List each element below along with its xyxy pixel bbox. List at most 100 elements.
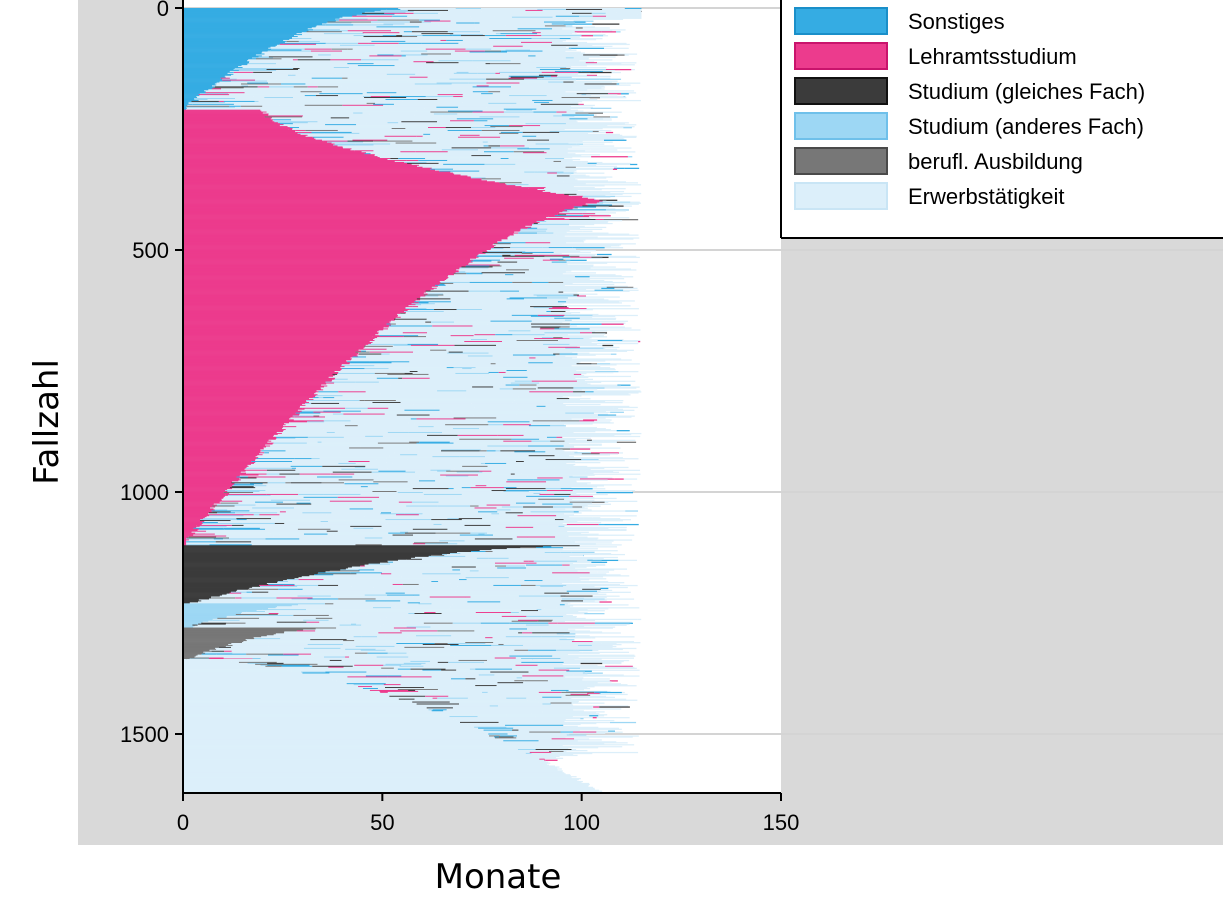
sequence-spell bbox=[183, 338, 375, 340]
sequence-spell bbox=[456, 11, 526, 14]
sequence-spell bbox=[417, 443, 540, 445]
sequence-spell bbox=[342, 77, 348, 79]
sequence-spell bbox=[241, 612, 425, 614]
sequence-spell bbox=[586, 429, 611, 431]
sequence-spell bbox=[183, 55, 262, 57]
sequence-spell bbox=[542, 703, 551, 705]
sequence-spell bbox=[420, 297, 510, 299]
sequence-spell bbox=[183, 574, 315, 576]
sequence-spell bbox=[548, 308, 587, 310]
sequence-spell bbox=[183, 730, 483, 732]
sequence-spell bbox=[615, 195, 632, 198]
sequence-spell bbox=[515, 461, 524, 463]
sequence-spell bbox=[183, 105, 187, 108]
sequence-spell bbox=[492, 534, 552, 536]
sequence-spell bbox=[502, 340, 639, 343]
sequence-spell bbox=[523, 434, 610, 437]
sequence-spell bbox=[534, 348, 618, 351]
sequence-spell bbox=[263, 447, 350, 449]
sequence-spell bbox=[183, 396, 316, 398]
sequence-spell bbox=[475, 678, 593, 680]
sequence-spell bbox=[554, 473, 641, 475]
sequence-spell bbox=[183, 666, 275, 668]
sequence-spell bbox=[576, 143, 584, 145]
sequence-spell bbox=[437, 688, 585, 691]
sequence-spell bbox=[440, 282, 454, 285]
sequence-spell bbox=[183, 440, 272, 442]
sequence-spell bbox=[306, 442, 378, 444]
x-axis-title: Monate bbox=[435, 857, 562, 897]
sequence-spell bbox=[396, 414, 430, 416]
sequence-spell bbox=[183, 499, 222, 502]
sequence-spell bbox=[356, 14, 367, 17]
sequence-spell bbox=[415, 471, 457, 473]
sequence-spell bbox=[183, 732, 484, 734]
sequence-spell bbox=[421, 53, 452, 55]
sequence-spell bbox=[418, 480, 436, 482]
sequence-spell bbox=[512, 538, 598, 540]
sequence-spell bbox=[579, 251, 591, 254]
sequence-spell bbox=[532, 99, 553, 102]
sequence-spell bbox=[377, 337, 542, 339]
sequence-spell bbox=[448, 661, 485, 664]
sequence-spell bbox=[183, 88, 212, 90]
sequence-spell bbox=[597, 419, 612, 421]
sequence-spell bbox=[425, 68, 455, 70]
sequence-spell bbox=[421, 21, 432, 23]
sequence-spell bbox=[373, 103, 394, 106]
sequence-spell bbox=[183, 203, 586, 205]
sequence-spell bbox=[226, 593, 305, 595]
sequence-spell bbox=[450, 301, 558, 303]
sequence-spell bbox=[546, 481, 577, 483]
sequence-spell bbox=[183, 307, 406, 309]
sequence-spell bbox=[406, 626, 431, 628]
sequence-spell bbox=[183, 558, 407, 561]
sequence-spell bbox=[183, 754, 533, 757]
sequence-spell bbox=[196, 530, 207, 532]
sequence-spell bbox=[183, 667, 277, 669]
sequence-spell bbox=[183, 39, 284, 42]
sequence-spell bbox=[440, 365, 572, 367]
sequence-spell bbox=[183, 411, 301, 413]
sequence-spell bbox=[183, 19, 339, 21]
sequence-spell bbox=[183, 561, 389, 563]
sequence-spell bbox=[489, 734, 567, 736]
sequence-spell bbox=[309, 664, 355, 667]
sequence-spell bbox=[304, 435, 366, 438]
sequence-spell bbox=[344, 511, 479, 513]
sequence-spell bbox=[183, 337, 378, 339]
sequence-spell bbox=[457, 543, 562, 545]
sequence-spell bbox=[304, 48, 332, 50]
sequence-spell bbox=[410, 344, 455, 347]
sequence-spell bbox=[286, 579, 299, 581]
sequence-spell bbox=[183, 575, 310, 577]
sequence-spell bbox=[328, 619, 405, 622]
sequence-spell bbox=[393, 344, 411, 347]
sequence-spell bbox=[380, 691, 388, 694]
sequence-spell bbox=[491, 48, 572, 50]
sequence-spell bbox=[183, 189, 546, 192]
sequence-spell bbox=[525, 272, 597, 274]
sequence-spell bbox=[399, 575, 498, 577]
sequence-spell bbox=[606, 286, 634, 289]
sequence-spell bbox=[324, 421, 488, 423]
sequence-spell bbox=[518, 289, 595, 291]
sequence-spell bbox=[183, 785, 589, 788]
sequence-spell bbox=[413, 61, 434, 63]
sequence-spell bbox=[287, 126, 455, 128]
sequence-spell bbox=[375, 598, 515, 600]
sequence-spell bbox=[375, 498, 539, 501]
sequence-spell bbox=[183, 46, 271, 48]
sequence-spell bbox=[430, 133, 483, 136]
sequence-spell bbox=[594, 539, 633, 541]
sequence-spell bbox=[572, 542, 612, 544]
sequence-spell bbox=[247, 64, 392, 66]
sequence-spell bbox=[361, 624, 454, 626]
sequence-spell bbox=[325, 42, 342, 45]
sequence-spell bbox=[415, 151, 448, 153]
sequence-spell bbox=[405, 478, 451, 480]
sequence-spell bbox=[381, 667, 394, 669]
sequence-spell bbox=[540, 32, 577, 34]
sequence-spell bbox=[336, 680, 515, 682]
sequence-spell bbox=[441, 449, 481, 451]
